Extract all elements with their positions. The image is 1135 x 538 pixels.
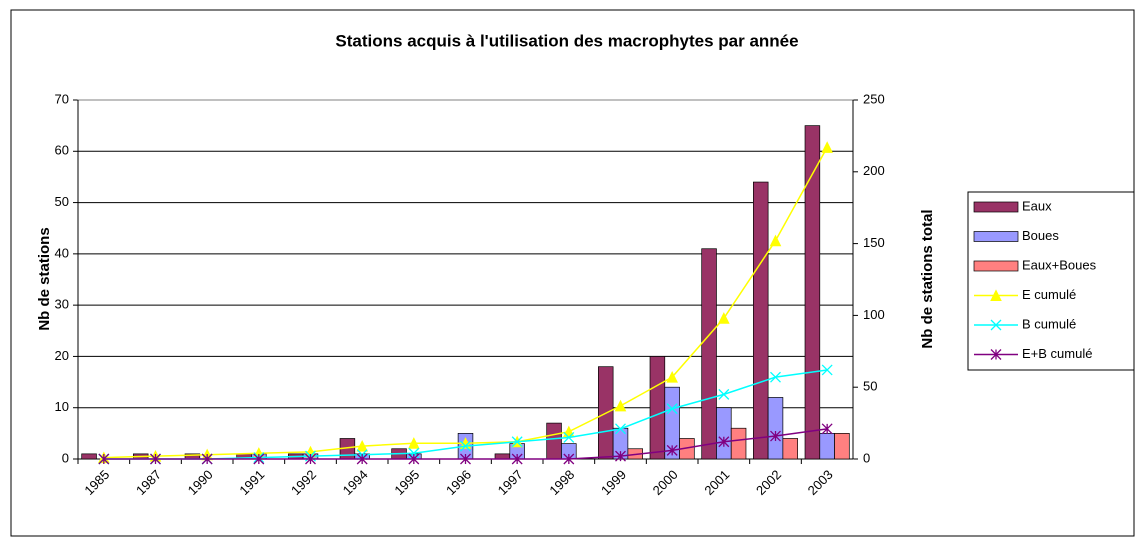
y2-axis-title: Nb de stations total (919, 209, 936, 348)
line-marker (769, 234, 782, 247)
line-marker (821, 423, 833, 435)
line-marker (614, 399, 627, 412)
y-tick-label: 10 (55, 399, 69, 414)
line-marker (98, 453, 110, 465)
bar (716, 407, 732, 460)
line-marker (253, 453, 265, 465)
line-marker (460, 453, 471, 465)
line-marker (666, 371, 678, 383)
line-marker (150, 453, 161, 465)
legend-box (967, 191, 1135, 371)
line-marker (718, 388, 730, 400)
line-marker (615, 423, 626, 435)
line-marker (770, 371, 781, 383)
bar (767, 397, 784, 460)
y2-tick-label: 200 (863, 163, 885, 178)
bar (804, 125, 821, 460)
chart-title: Stations acquis à l'utilisation des macr… (335, 31, 798, 50)
line-marker (305, 453, 316, 465)
bar (649, 356, 666, 460)
line-marker (770, 430, 781, 442)
line-marker (511, 453, 523, 465)
bar (730, 427, 747, 460)
y2-tick-label: 150 (863, 235, 885, 250)
line-marker (990, 289, 1002, 301)
line-marker (821, 141, 833, 153)
bar (834, 433, 850, 460)
line-marker (408, 437, 420, 449)
legend-label: E cumulé (1022, 287, 1076, 302)
line-marker (460, 440, 471, 452)
y-tick-label: 20 (55, 348, 69, 363)
line-marker (990, 319, 1002, 331)
bar (546, 422, 562, 460)
y2-tick-label: 250 (863, 91, 885, 106)
line-marker (666, 403, 678, 415)
legend-label: Eaux+Boues (1022, 257, 1097, 272)
bar (753, 181, 769, 460)
bar (81, 453, 97, 460)
y-tick-label: 50 (55, 194, 69, 209)
line-marker (408, 453, 420, 465)
y-tick-label: 60 (55, 143, 69, 158)
bar (782, 438, 798, 460)
legend-label: E+B cumulé (1022, 346, 1092, 361)
line-marker (201, 453, 213, 465)
legend-swatch (973, 260, 1019, 272)
line-marker (821, 364, 833, 376)
bar (494, 453, 511, 460)
y2-tick-label: 50 (863, 379, 877, 394)
line-marker (718, 312, 730, 324)
bar (701, 248, 717, 460)
y2-tick-label: 100 (863, 307, 885, 322)
legend-label: B cumulé (1022, 316, 1076, 331)
y2-tick-label: 0 (863, 450, 870, 465)
legend-label: Eaux (1022, 198, 1052, 213)
legend-swatch (973, 231, 1019, 242)
line-marker (615, 450, 626, 462)
line-marker (408, 447, 420, 459)
line-marker (511, 436, 523, 448)
line-marker (990, 349, 1002, 360)
y-tick-label: 30 (55, 297, 69, 312)
legend-swatch (973, 201, 1019, 213)
y-tick-label: 70 (55, 91, 69, 106)
y-tick-label: 0 (62, 450, 69, 465)
y-axis-title: Nb de stations (36, 227, 53, 330)
legend-label: Boues (1022, 228, 1059, 243)
line-marker (356, 453, 368, 465)
line-marker (563, 432, 575, 443)
line-marker (666, 444, 678, 456)
line-marker (356, 439, 368, 452)
line-marker (563, 453, 575, 465)
line-marker (718, 436, 730, 448)
bar (819, 433, 835, 460)
y-tick-label: 40 (55, 245, 69, 260)
